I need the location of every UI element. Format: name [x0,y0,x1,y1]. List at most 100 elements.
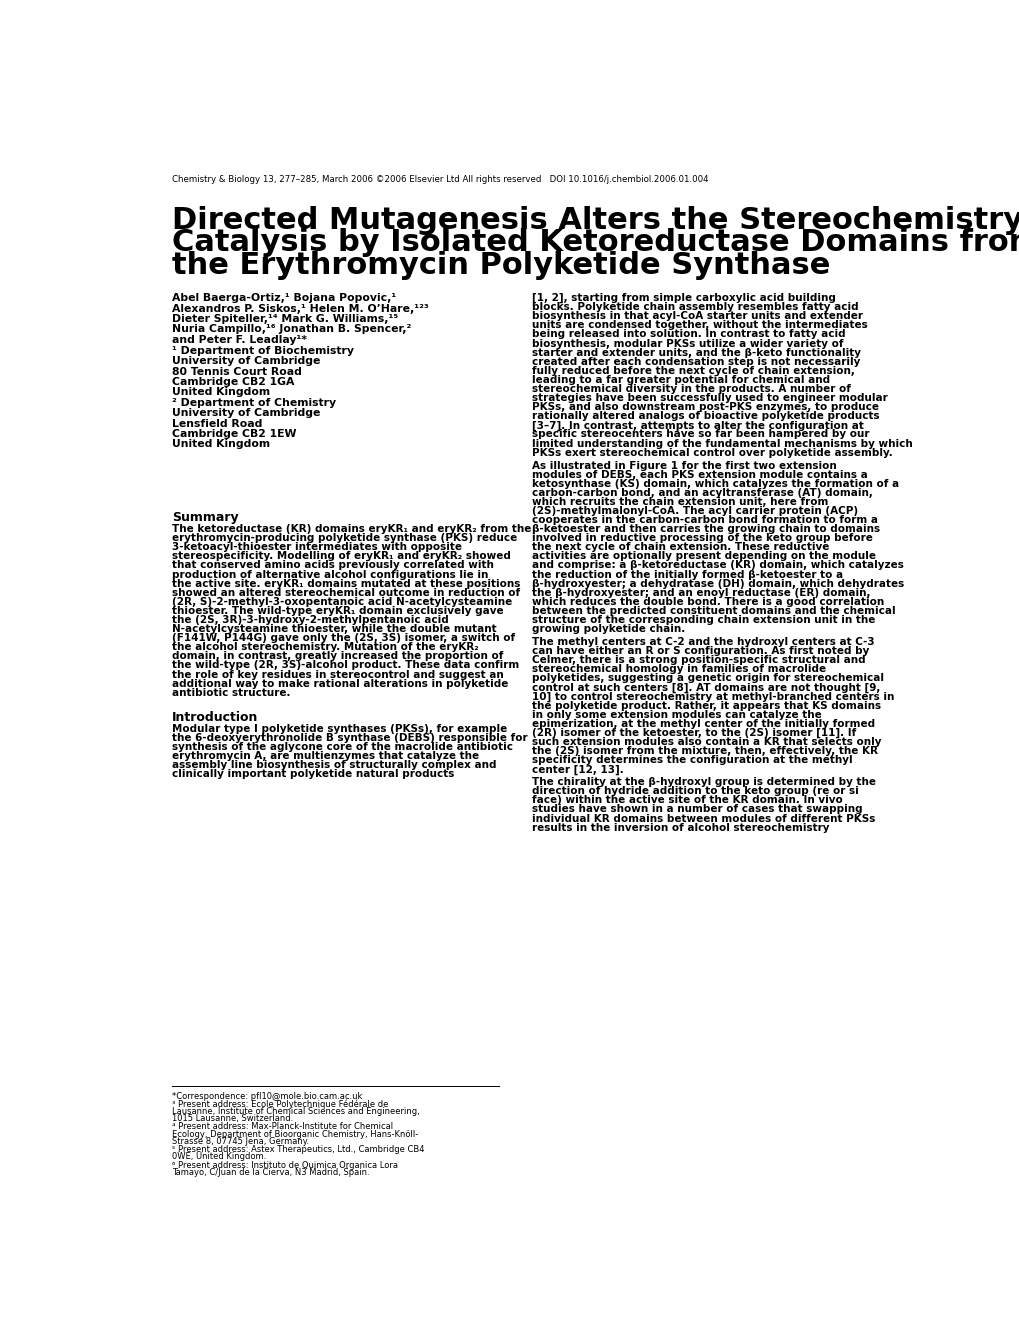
Text: Strasse 8, 07745 Jena, Germany.: Strasse 8, 07745 Jena, Germany. [171,1137,309,1146]
Text: individual KR domains between modules of different PKSs: individual KR domains between modules of… [532,813,874,824]
Text: Ecology, Department of Bioorganic Chemistry, Hans-Knöll-: Ecology, Department of Bioorganic Chemis… [171,1130,418,1139]
Text: polyketides, suggesting a genetic origin for stereochemical: polyketides, suggesting a genetic origin… [532,673,883,684]
Text: clinically important polyketide natural products: clinically important polyketide natural … [171,770,453,779]
Text: fully reduced before the next cycle of chain extension,: fully reduced before the next cycle of c… [532,366,854,376]
Text: the active site. eryKR₁ domains mutated at these positions: the active site. eryKR₁ domains mutated … [171,578,520,589]
Text: ⁶ Present address: Instituto de Quimica Organica Lora: ⁶ Present address: Instituto de Quimica … [171,1160,397,1170]
Text: Catalysis by Isolated Ketoreductase Domains from: Catalysis by Isolated Ketoreductase Doma… [171,228,1019,257]
Text: and Peter F. Leadlay¹*: and Peter F. Leadlay¹* [171,335,307,345]
Text: Abel Baerga-Ortiz,¹ Bojana Popovic,¹: Abel Baerga-Ortiz,¹ Bojana Popovic,¹ [171,293,395,304]
Text: N-acetylcysteamine thioester, while the double mutant: N-acetylcysteamine thioester, while the … [171,624,496,634]
Text: and comprise: a β-ketoreductase (KR) domain, which catalyzes: and comprise: a β-ketoreductase (KR) dom… [532,561,903,570]
Text: Cambridge CB2 1EW: Cambridge CB2 1EW [171,429,296,440]
Text: United Kingdom: United Kingdom [171,388,270,397]
Text: results in the inversion of alcohol stereochemistry: results in the inversion of alcohol ster… [532,822,828,833]
Text: ⁵ Present address: Astex Therapeutics, Ltd., Cambridge CB4: ⁵ Present address: Astex Therapeutics, L… [171,1146,424,1154]
Text: units are condensed together, without the intermediates: units are condensed together, without th… [532,321,867,330]
Text: Summary: Summary [171,511,238,524]
Text: Cambridge CB2 1GA: Cambridge CB2 1GA [171,378,293,387]
Text: being released into solution. In contrast to fatty acid: being released into solution. In contras… [532,330,845,339]
Text: The ketoreductase (KR) domains eryKR₁ and eryKR₂ from the: The ketoreductase (KR) domains eryKR₁ an… [171,524,531,535]
Text: β-hydroxyester; a dehydratase (DH) domain, which dehydrates: β-hydroxyester; a dehydratase (DH) domai… [532,578,904,589]
Text: ³ Present address: Ecole Polytechnique Fédérale de: ³ Present address: Ecole Polytechnique F… [171,1100,387,1109]
Text: stereospecificity. Modelling of eryKR₁ and eryKR₂ showed: stereospecificity. Modelling of eryKR₁ a… [171,552,511,561]
Text: Modular type I polyketide synthases (PKSs), for example: Modular type I polyketide synthases (PKS… [171,723,506,734]
Text: Tamayo, C/Juan de la Cierva, N3 Madrid, Spain.: Tamayo, C/Juan de la Cierva, N3 Madrid, … [171,1168,369,1177]
Text: As illustrated in Figure 1 for the first two extension: As illustrated in Figure 1 for the first… [532,461,836,470]
Text: limited understanding of the fundamental mechanisms by which: limited understanding of the fundamental… [532,438,912,449]
Text: the reduction of the initially formed β-ketoester to a: the reduction of the initially formed β-… [532,569,843,579]
Text: *Correspondence: pfl10@mole.bio.cam.ac.uk: *Correspondence: pfl10@mole.bio.cam.ac.u… [171,1092,362,1101]
Text: (2R) isomer of the ketoester, to the (2S) isomer [11]. If: (2R) isomer of the ketoester, to the (2S… [532,727,856,738]
Text: production of alternative alcohol configurations lie in: production of alternative alcohol config… [171,570,487,579]
Text: that conserved amino acids previously correlated with: that conserved amino acids previously co… [171,561,493,570]
Text: modules of DEBS, each PKS extension module contains a: modules of DEBS, each PKS extension modu… [532,470,867,479]
Text: the 6-deoxyerythronolide B synthase (DEBS) responsible for: the 6-deoxyerythronolide B synthase (DEB… [171,733,527,743]
Text: the wild-type (2R, 3S)-alcohol product. These data confirm: the wild-type (2R, 3S)-alcohol product. … [171,660,519,671]
Text: University of Cambridge: University of Cambridge [171,408,320,418]
Text: 3-ketoacyl-thioester intermediates with opposite: 3-ketoacyl-thioester intermediates with … [171,543,462,552]
Text: erythromycin-producing polyketide synthase (PKS) reduce: erythromycin-producing polyketide syntha… [171,533,517,544]
Text: which reduces the double bond. There is a good correlation: which reduces the double bond. There is … [532,597,883,607]
Text: stereochemical homology in families of macrolide: stereochemical homology in families of m… [532,664,825,675]
Text: Alexandros P. Siskos,¹ Helen M. O’Hare,¹²³: Alexandros P. Siskos,¹ Helen M. O’Hare,¹… [171,304,428,314]
Text: which recruits the chain extension unit, here from: which recruits the chain extension unit,… [532,496,827,507]
Text: biosynthesis, modular PKSs utilize a wider variety of: biosynthesis, modular PKSs utilize a wid… [532,338,843,348]
Text: 0WE, United Kingdom.: 0WE, United Kingdom. [171,1152,266,1162]
Text: assembly line biosynthesis of structurally complex and: assembly line biosynthesis of structural… [171,760,495,770]
Text: thioester. The wild-type eryKR₁ domain exclusively gave: thioester. The wild-type eryKR₁ domain e… [171,606,502,616]
Text: stereochemical diversity in the products. A number of: stereochemical diversity in the products… [532,384,850,393]
Text: carbon-carbon bond, and an acyltransferase (AT) domain,: carbon-carbon bond, and an acyltransfera… [532,488,872,498]
Text: erythromycin A, are multienzymes that catalyze the: erythromycin A, are multienzymes that ca… [171,751,478,762]
Text: activities are optionally present depending on the module: activities are optionally present depend… [532,552,875,561]
Text: ⁴ Present address: Max-Planck-Institute for Chemical: ⁴ Present address: Max-Planck-Institute … [171,1122,392,1131]
Text: Chemistry & Biology 13, 277–285, March 2006 ©2006 Elsevier Ltd All rights reserv: Chemistry & Biology 13, 277–285, March 2… [171,176,707,185]
Text: β-ketoester and then carries the growing chain to domains: β-ketoester and then carries the growing… [532,524,879,535]
Text: ¹ Department of Biochemistry: ¹ Department of Biochemistry [171,346,354,356]
Text: 80 Tennis Court Road: 80 Tennis Court Road [171,367,302,376]
Text: the Erythromycin Polyketide Synthase: the Erythromycin Polyketide Synthase [171,251,829,280]
Text: Dieter Spiteller,¹⁴ Mark G. Williams,¹⁵: Dieter Spiteller,¹⁴ Mark G. Williams,¹⁵ [171,314,397,323]
Text: the (2S, 3R)-3-hydroxy-2-methylpentanoic acid: the (2S, 3R)-3-hydroxy-2-methylpentanoic… [171,615,448,624]
Text: [1, 2], starting from simple carboxylic acid building: [1, 2], starting from simple carboxylic … [532,293,836,304]
Text: the β-hydroxyester; and an enoyl reductase (ER) domain,: the β-hydroxyester; and an enoyl reducta… [532,587,869,598]
Text: the polyketide product. Rather, it appears that KS domains: the polyketide product. Rather, it appea… [532,701,880,710]
Text: starter and extender units, and the β-keto functionality: starter and extender units, and the β-ke… [532,347,860,358]
Text: University of Cambridge: University of Cambridge [171,356,320,366]
Text: leading to a far greater potential for chemical and: leading to a far greater potential for c… [532,375,829,385]
Text: the role of key residues in stereocontrol and suggest an: the role of key residues in stereocontro… [171,669,503,680]
Text: (F141W, P144G) gave only the (2S, 3S) isomer, a switch of: (F141W, P144G) gave only the (2S, 3S) is… [171,634,515,643]
Text: 10] to control stereochemistry at methyl-branched centers in: 10] to control stereochemistry at methyl… [532,692,894,702]
Text: Directed Mutagenesis Alters the Stereochemistry of: Directed Mutagenesis Alters the Stereoch… [171,206,1019,235]
Text: Lensfield Road: Lensfield Road [171,418,262,429]
Text: PKSs, and also downstream post-PKS enzymes, to produce: PKSs, and also downstream post-PKS enzym… [532,403,878,412]
Text: synthesis of the aglycone core of the macrolide antibiotic: synthesis of the aglycone core of the ma… [171,742,513,752]
Text: created after each condensation step is not necessarily: created after each condensation step is … [532,356,860,367]
Text: cooperates in the carbon-carbon bond formation to form a: cooperates in the carbon-carbon bond for… [532,515,877,525]
Text: control at such centers [8]. AT domains are not thought [9,: control at such centers [8]. AT domains … [532,682,879,693]
Text: involved in reductive processing of the keto group before: involved in reductive processing of the … [532,533,872,544]
Text: The chirality at the β-hydroxyl group is determined by the: The chirality at the β-hydroxyl group is… [532,777,875,787]
Text: specific stereocenters have so far been hampered by our: specific stereocenters have so far been … [532,429,869,440]
Text: domain, in contrast, greatly increased the proportion of: domain, in contrast, greatly increased t… [171,651,502,661]
Text: 1015 Lausanne, Switzerland.: 1015 Lausanne, Switzerland. [171,1114,292,1123]
Text: between the predicted constituent domains and the chemical: between the predicted constituent domain… [532,606,895,616]
Text: showed an altered stereochemical outcome in reduction of: showed an altered stereochemical outcome… [171,587,520,598]
Text: center [12, 13].: center [12, 13]. [532,764,624,775]
Text: the next cycle of chain extension. These reductive: the next cycle of chain extension. These… [532,543,828,552]
Text: Introduction: Introduction [171,710,258,723]
Text: The methyl centers at C-2 and the hydroxyl centers at C-3: The methyl centers at C-2 and the hydrox… [532,638,874,647]
Text: face) within the active site of the KR domain. In vivo: face) within the active site of the KR d… [532,796,842,805]
Text: growing polyketide chain.: growing polyketide chain. [532,624,685,634]
Text: structure of the corresponding chain extension unit in the: structure of the corresponding chain ext… [532,615,874,624]
Text: blocks. Polyketide chain assembly resembles fatty acid: blocks. Polyketide chain assembly resemb… [532,302,858,313]
Text: Celmer, there is a strong position-specific structural and: Celmer, there is a strong position-speci… [532,655,865,665]
Text: antibiotic structure.: antibiotic structure. [171,688,289,698]
Text: ² Department of Chemistry: ² Department of Chemistry [171,397,335,408]
Text: United Kingdom: United Kingdom [171,440,270,449]
Text: the (2S) isomer from the mixture, then, effectively, the KR: the (2S) isomer from the mixture, then, … [532,746,877,756]
Text: the alcohol stereochemistry. Mutation of the eryKR₂: the alcohol stereochemistry. Mutation of… [171,643,478,652]
Text: additional way to make rational alterations in polyketide: additional way to make rational alterati… [171,678,507,689]
Text: Nuria Campillo,¹⁶ Jonathan B. Spencer,²: Nuria Campillo,¹⁶ Jonathan B. Spencer,² [171,325,411,334]
Text: specificity determines the configuration at the methyl: specificity determines the configuration… [532,755,852,766]
